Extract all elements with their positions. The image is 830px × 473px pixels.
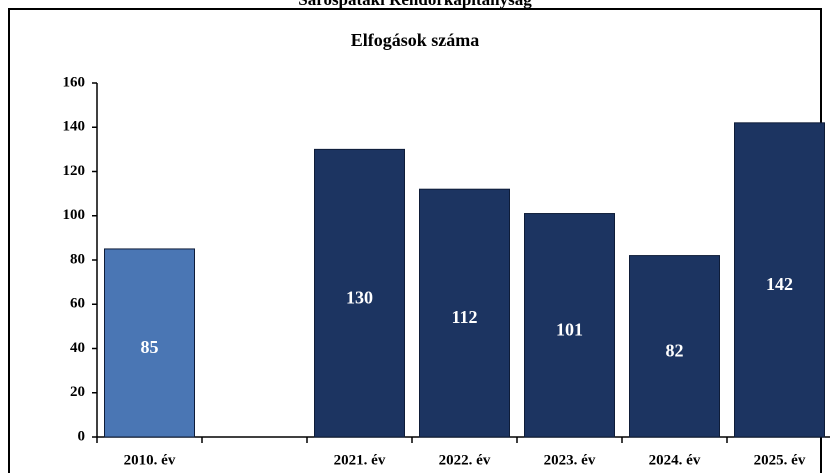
y-tick-label: 160 (63, 74, 86, 90)
chart-title: Elfogások száma (351, 30, 480, 50)
y-tick-label: 120 (63, 163, 86, 179)
data-label: 85 (141, 337, 159, 357)
y-tick-label: 100 (63, 207, 86, 223)
x-tick-label: 2010. év (124, 452, 176, 468)
data-label: 130 (346, 287, 373, 307)
x-tick-label: 2022. év (439, 452, 491, 468)
data-label: 142 (766, 274, 793, 294)
x-tick-label: 2025. év (754, 452, 806, 468)
y-tick-label: 20 (70, 384, 85, 400)
page-title: Sárospataki Rendőrkapitányság (298, 0, 532, 9)
y-tick-label: 80 (70, 251, 85, 267)
x-tick-label: 2024. év (649, 452, 701, 468)
x-tick-label: 2021. év (334, 452, 386, 468)
x-tick-label: 2023. év (544, 452, 596, 468)
y-tick-label: 140 (63, 119, 86, 135)
chart: Sárospataki Rendőrkapitányság Elfogások … (0, 0, 830, 473)
data-label: 101 (556, 319, 583, 339)
data-label: 82 (666, 340, 684, 360)
y-tick-label: 0 (78, 428, 86, 444)
data-label: 112 (451, 307, 477, 327)
y-tick-label: 60 (70, 296, 85, 312)
y-tick-label: 40 (70, 340, 85, 356)
